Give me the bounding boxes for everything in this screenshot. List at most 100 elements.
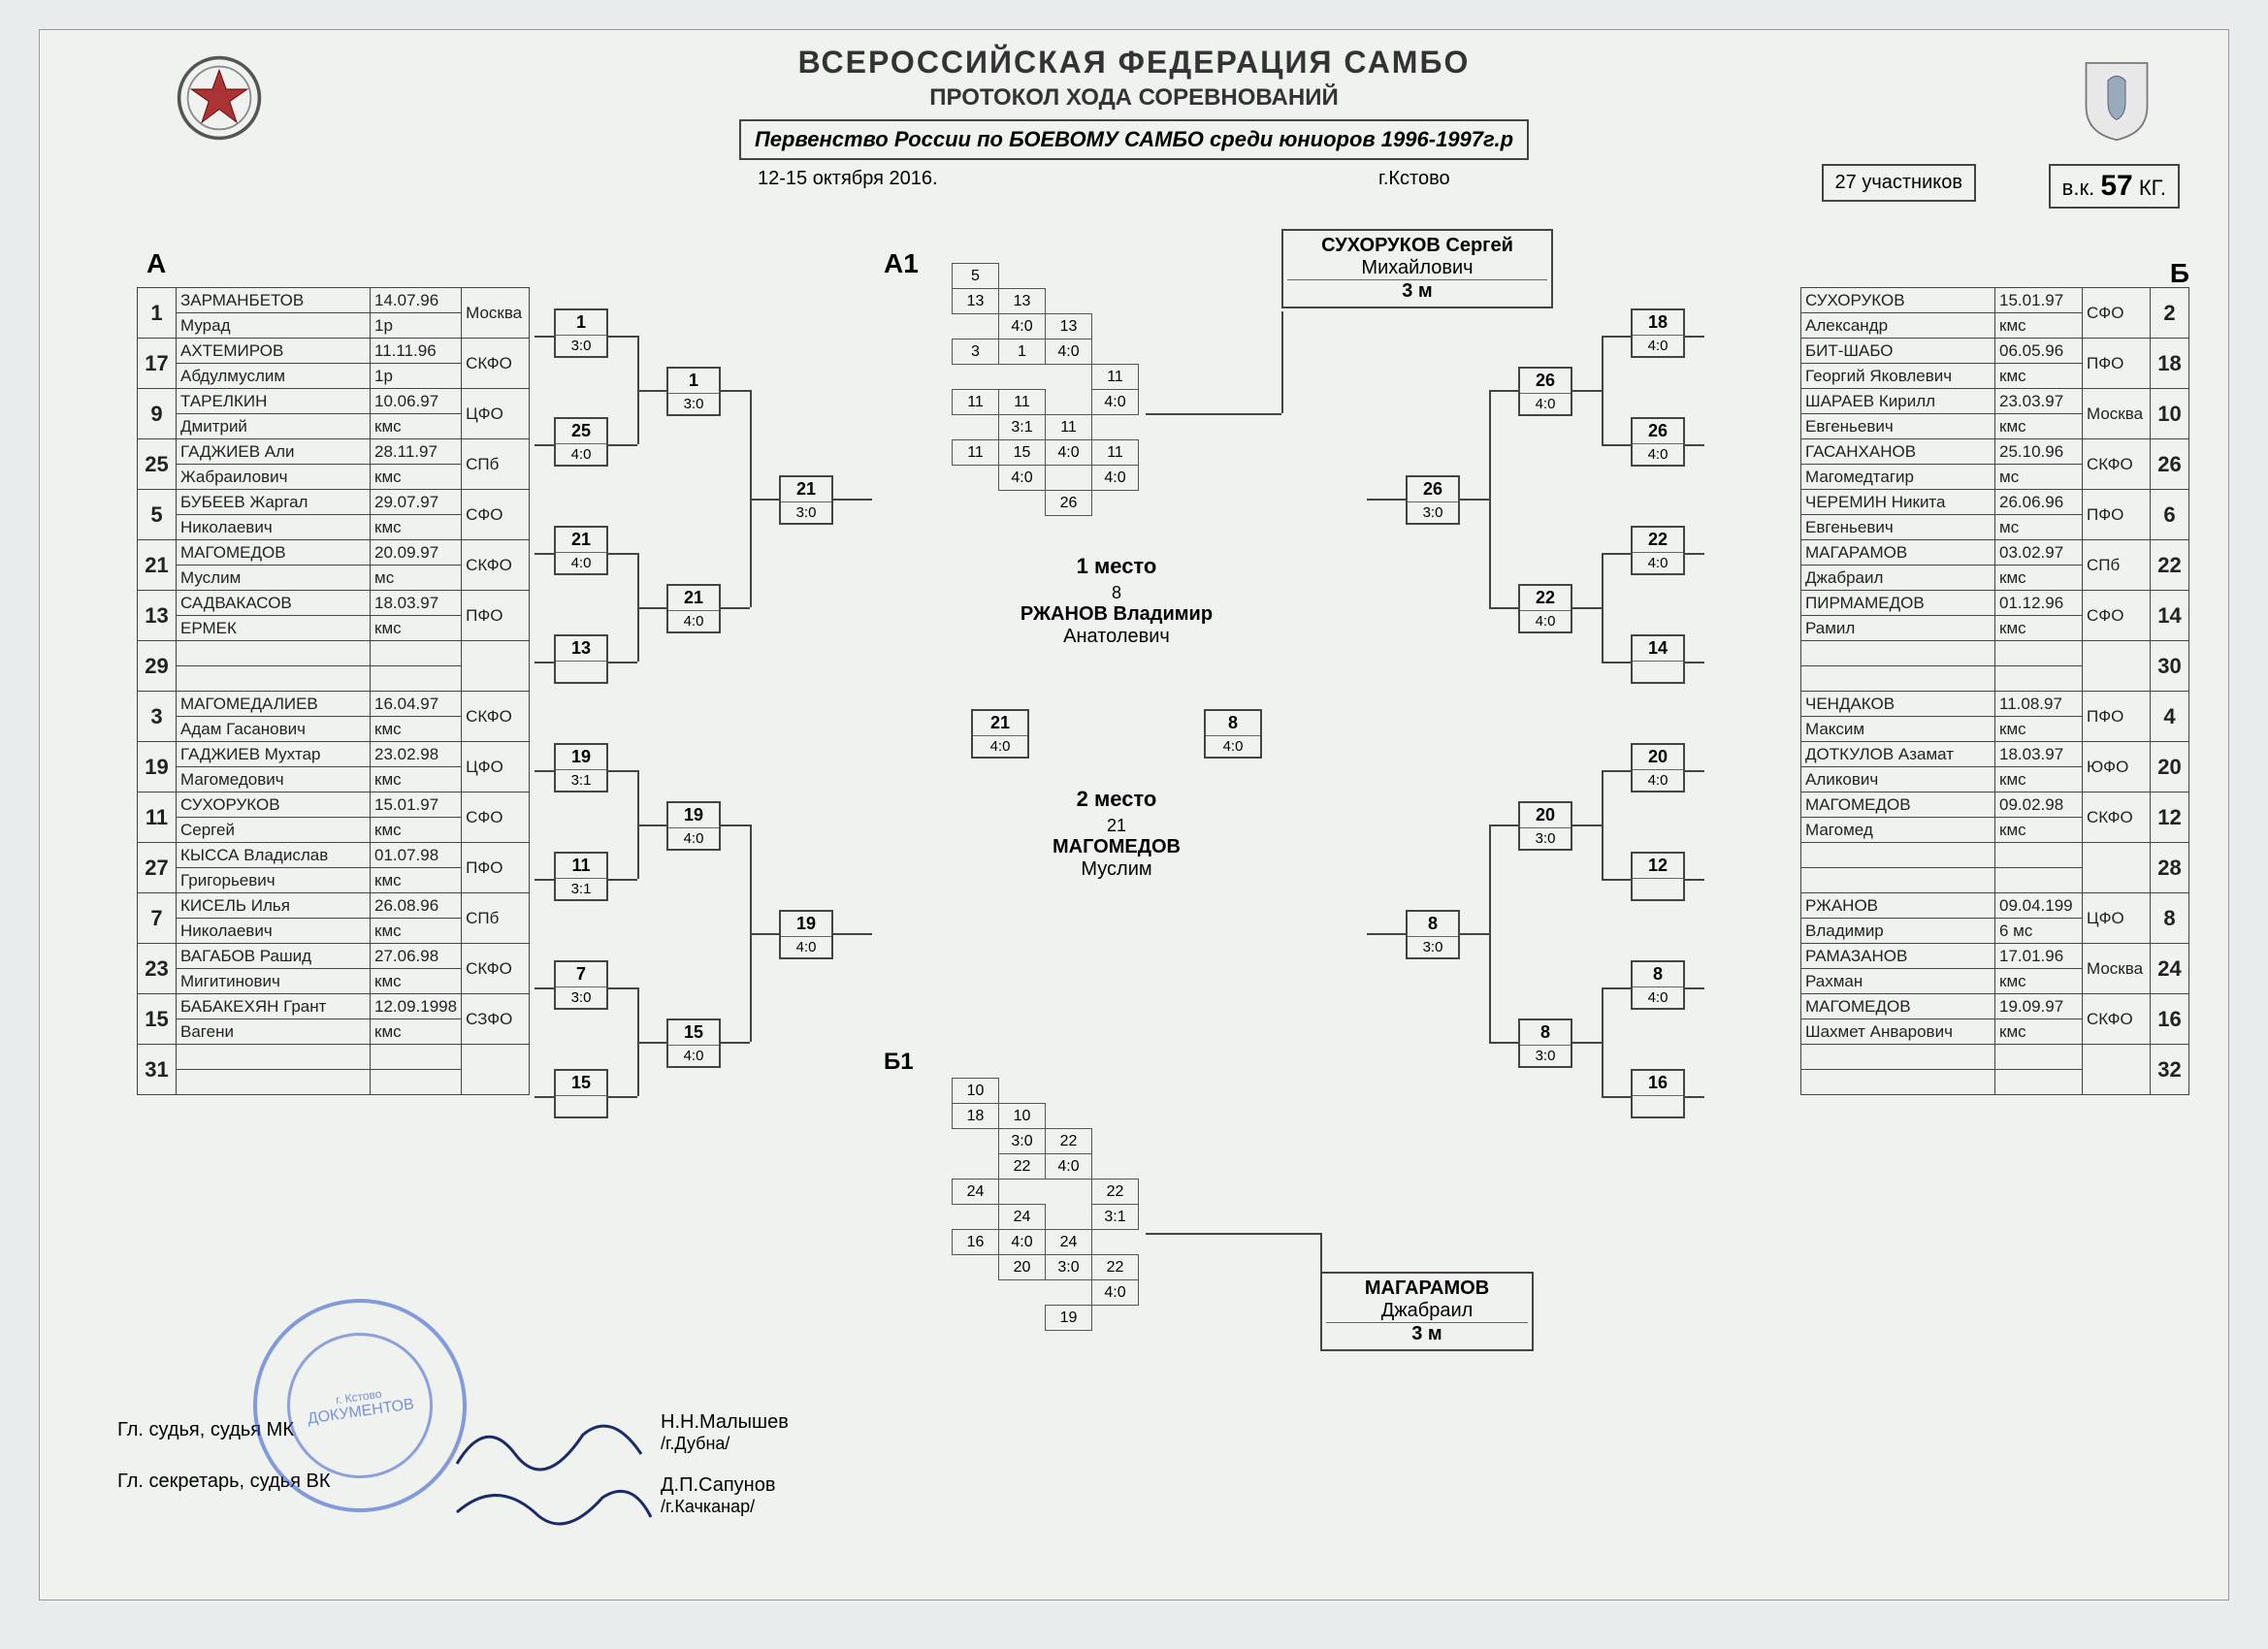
protocol-title: ПРОТОКОЛ ХОДА СОРЕВНОВАНИЙ bbox=[40, 84, 2228, 112]
first-place: 1 место 8 РЖАНОВ Владимир Анатолевич bbox=[971, 554, 1262, 648]
table-row: 314:0 bbox=[953, 340, 1139, 365]
federation-logo bbox=[176, 54, 263, 142]
table-row: 25ГАДЖИЕВ Али28.11.97СПб bbox=[138, 439, 530, 465]
signature-2 bbox=[447, 1473, 661, 1551]
table-row: 5БУБЕЕВ Жаргал29.07.97СФО bbox=[138, 490, 530, 515]
table-row: 30 bbox=[1801, 641, 2189, 666]
region-emblem bbox=[2073, 54, 2160, 142]
bracket-box: 194:0 bbox=[666, 801, 721, 851]
bracket-box: 264:0 bbox=[1518, 367, 1572, 416]
table-row: 32 bbox=[1801, 1045, 2189, 1070]
table-row: 243:1 bbox=[953, 1205, 1139, 1230]
table-row: 11154:011 bbox=[953, 440, 1139, 466]
table-row: 2422 bbox=[953, 1180, 1139, 1205]
bracket-box: 263:0 bbox=[1406, 475, 1460, 525]
bracket-box: 16 bbox=[1631, 1069, 1685, 1118]
table-row: ЧЕРЕМИН Никита26.06.96ПФО6 bbox=[1801, 490, 2189, 515]
table-row: 15БАБАКЕХЯН Грант12.09.1998СЗФО bbox=[138, 994, 530, 1019]
table-row: 21МАГОМЕДОВ20.09.97СКФО bbox=[138, 540, 530, 566]
group-b-label: Б bbox=[2170, 258, 2189, 289]
table-row: ПИРМАМЕДОВ01.12.96СФО14 bbox=[1801, 591, 2189, 616]
table-row: 224:0 bbox=[953, 1154, 1139, 1180]
table-row: 1ЗАРМАНБЕТОВ14.07.96Москва bbox=[138, 288, 530, 313]
table-row: 5 bbox=[953, 264, 1139, 289]
table-row: 27КЫССА Владислав01.07.98ПФО bbox=[138, 843, 530, 868]
table-row: БИТ-ШАБО06.05.96ПФО18 bbox=[1801, 339, 2189, 364]
table-row: МАГАРАМОВ03.02.97СПб22 bbox=[1801, 540, 2189, 566]
table-row: МАГОМЕДОВ09.02.98СКФО12 bbox=[1801, 792, 2189, 818]
table-row: 11114:0 bbox=[953, 390, 1139, 415]
bracket-box: 73:0 bbox=[554, 960, 608, 1010]
event-dates: 12-15 октября 2016. bbox=[758, 168, 938, 190]
semi-box-right: 8 4:0 bbox=[1204, 709, 1262, 759]
group-a-label: А bbox=[146, 248, 166, 279]
sub-b1-label: Б1 bbox=[884, 1049, 914, 1076]
sub-a1-label: А1 bbox=[884, 248, 919, 279]
table-row: 19 bbox=[953, 1306, 1139, 1331]
bracket-box: 154:0 bbox=[666, 1018, 721, 1068]
table-row: 26 bbox=[953, 491, 1139, 516]
bracket-box: 184:0 bbox=[1631, 308, 1685, 358]
bracket-box: 193:1 bbox=[554, 743, 608, 792]
third-place-a: СУХОРУКОВ Сергей Михайлович 3 м bbox=[1281, 229, 1553, 308]
table-row: 17АХТЕМИРОВ11.11.96СКФО bbox=[138, 339, 530, 364]
bracket-box: 13:0 bbox=[554, 308, 608, 358]
table-row: 29 bbox=[138, 641, 530, 666]
bracket-box: 214:0 bbox=[554, 526, 608, 575]
bracket-box: 83:0 bbox=[1406, 910, 1460, 959]
table-row: 4:0 bbox=[953, 1280, 1139, 1306]
bracket-box: 264:0 bbox=[1631, 417, 1685, 467]
table-row: 11СУХОРУКОВ15.01.97СФО bbox=[138, 792, 530, 818]
table-row: 7КИСЕЛЬ Илья26.08.96СПб bbox=[138, 893, 530, 919]
table-row: 11 bbox=[953, 365, 1139, 390]
weight-category: в.к. 57 КГ. bbox=[2049, 164, 2180, 209]
table-row: ГАСАНХАНОВ25.10.96СКФО26 bbox=[1801, 439, 2189, 465]
table-row: ЧЕНДАКОВ11.08.97ПФО4 bbox=[1801, 692, 2189, 717]
table-row: ШАРАЕВ Кирилл23.03.97Москва10 bbox=[1801, 389, 2189, 414]
bracket-box: 113:1 bbox=[554, 852, 608, 901]
table-row: 3МАГОМЕДАЛИЕВ16.04.97СКФО bbox=[138, 692, 530, 717]
table-row: 10 bbox=[953, 1079, 1139, 1104]
group-b-table: СУХОРУКОВ15.01.97СФО2АлександркмсБИТ-ШАБ… bbox=[1800, 287, 2189, 1095]
bracket-box: 15 bbox=[554, 1069, 608, 1118]
table-row: 9ТАРЕЛКИН10.06.97ЦФО bbox=[138, 389, 530, 414]
table-row: 19ГАДЖИЕВ Мухтар23.02.98ЦФО bbox=[138, 742, 530, 767]
bracket-box: 83:0 bbox=[1518, 1018, 1572, 1068]
table-row: 1810 bbox=[953, 1104, 1139, 1129]
table-row: ДОТКУЛОВ Азамат18.03.97ЮФО20 bbox=[1801, 742, 2189, 767]
table-row: 31 bbox=[138, 1045, 530, 1070]
bracket-box: 14 bbox=[1631, 634, 1685, 684]
event-name: Первенство России по БОЕВОМУ САМБО среди… bbox=[739, 119, 1529, 160]
a1-mini-bracket: 513134:013314:01111114:03:11111154:0114:… bbox=[952, 263, 1139, 516]
bracket-box: 213:0 bbox=[779, 475, 833, 525]
table-row: 1313 bbox=[953, 289, 1139, 314]
second-place: 2 место 21 МАГОМЕДОВ Муслим bbox=[971, 787, 1262, 881]
table-row: 164:024 bbox=[953, 1230, 1139, 1255]
table-row: 28 bbox=[1801, 843, 2189, 868]
table-row: 203:022 bbox=[953, 1255, 1139, 1280]
table-row: 3:022 bbox=[953, 1129, 1139, 1154]
third-place-b: МАГАРАМОВ Джабраил 3 м bbox=[1320, 1272, 1534, 1351]
bracket-box: 214:0 bbox=[666, 584, 721, 633]
judge1-name: Н.Н.Малышев /г.Дубна/ bbox=[661, 1411, 789, 1454]
table-row: 13САДВАКАСОВ18.03.97ПФО bbox=[138, 591, 530, 616]
table-row: МАГОМЕДОВ19.09.97СКФО16 bbox=[1801, 994, 2189, 1019]
bracket-box: 13 bbox=[554, 634, 608, 684]
bracket-box: 224:0 bbox=[1631, 526, 1685, 575]
group-a-table: 1ЗАРМАНБЕТОВ14.07.96МоскваМурад1р17АХТЕМ… bbox=[137, 287, 530, 1095]
bracket-box: 224:0 bbox=[1518, 584, 1572, 633]
table-row: 3:111 bbox=[953, 415, 1139, 440]
judge2-name: Д.П.Сапунов /г.Качканар/ bbox=[661, 1474, 775, 1517]
bracket-box: 194:0 bbox=[779, 910, 833, 959]
event-city: г.Кстово bbox=[1378, 168, 1450, 190]
participants-count: 27 участников bbox=[1822, 164, 1976, 202]
table-row: РАМАЗАНОВ17.01.96Москва24 bbox=[1801, 944, 2189, 969]
bracket-box: 254:0 bbox=[554, 417, 608, 467]
bracket-box: 13:0 bbox=[666, 367, 721, 416]
table-row: 4:04:0 bbox=[953, 466, 1139, 491]
bracket-box: 12 bbox=[1631, 852, 1685, 901]
b1-mini-bracket: 1018103:022224:02422243:1164:024203:0224… bbox=[952, 1078, 1139, 1331]
bracket-box: 84:0 bbox=[1631, 960, 1685, 1010]
bracket-box: 203:0 bbox=[1518, 801, 1572, 851]
bracket-box: 204:0 bbox=[1631, 743, 1685, 792]
